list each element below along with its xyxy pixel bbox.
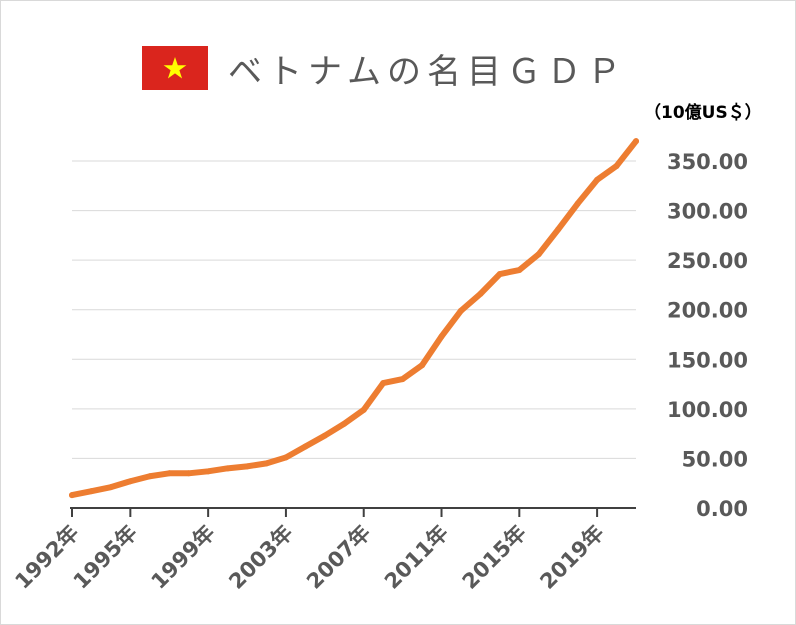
data-point [360, 406, 367, 413]
data-point [438, 333, 445, 340]
data-point [457, 307, 464, 314]
data-point [244, 463, 251, 470]
y-tick-label: 250.00 [667, 249, 748, 273]
data-point [69, 492, 75, 499]
data-point [516, 267, 523, 274]
y-tick-label: 200.00 [667, 299, 748, 323]
data-point [127, 478, 134, 485]
y-tick-label: 300.00 [667, 200, 748, 224]
flag-star-icon [163, 57, 187, 79]
y-axis-unit-label: （10億US＄） [644, 103, 762, 123]
data-point [633, 138, 639, 145]
data-point [146, 473, 153, 480]
vietnam-flag-icon [142, 46, 208, 90]
data-point [555, 226, 562, 233]
data-point [107, 484, 114, 491]
y-tick-label: 0.00 [696, 497, 748, 521]
data-point [477, 290, 484, 297]
data-point [282, 454, 289, 461]
x-tick-label: 1999年 [147, 521, 220, 594]
data-point [166, 470, 173, 477]
data-point [185, 470, 192, 477]
gdp-series-line [69, 138, 639, 499]
chart-title: ベトナムの名目ＧＤＰ [228, 52, 627, 92]
data-point [613, 162, 620, 169]
data-point [496, 271, 503, 278]
data-point [594, 176, 601, 183]
x-tick-label: 1995年 [69, 521, 142, 594]
data-point [535, 251, 542, 258]
x-tick-label: 2015年 [458, 521, 531, 594]
x-tick-label: 2019年 [535, 521, 608, 594]
data-point [574, 200, 581, 207]
y-tick-label: 50.00 [682, 447, 748, 471]
data-point [321, 432, 328, 439]
data-point [380, 380, 387, 387]
data-point [302, 443, 309, 450]
y-tick-label: 150.00 [667, 348, 748, 372]
data-point [341, 420, 348, 427]
data-point [224, 465, 231, 472]
y-tick-label: 350.00 [667, 150, 748, 174]
x-tick-label: 2003年 [224, 521, 297, 594]
x-tick-label: 2011年 [380, 521, 453, 594]
x-tick-label: 2007年 [302, 521, 375, 594]
data-point [399, 376, 406, 383]
y-tick-label: 100.00 [667, 398, 748, 422]
x-tick-label: 1992年 [10, 521, 83, 594]
data-point [419, 362, 426, 369]
data-point [263, 460, 270, 467]
data-point [88, 488, 95, 495]
data-point [205, 468, 212, 475]
